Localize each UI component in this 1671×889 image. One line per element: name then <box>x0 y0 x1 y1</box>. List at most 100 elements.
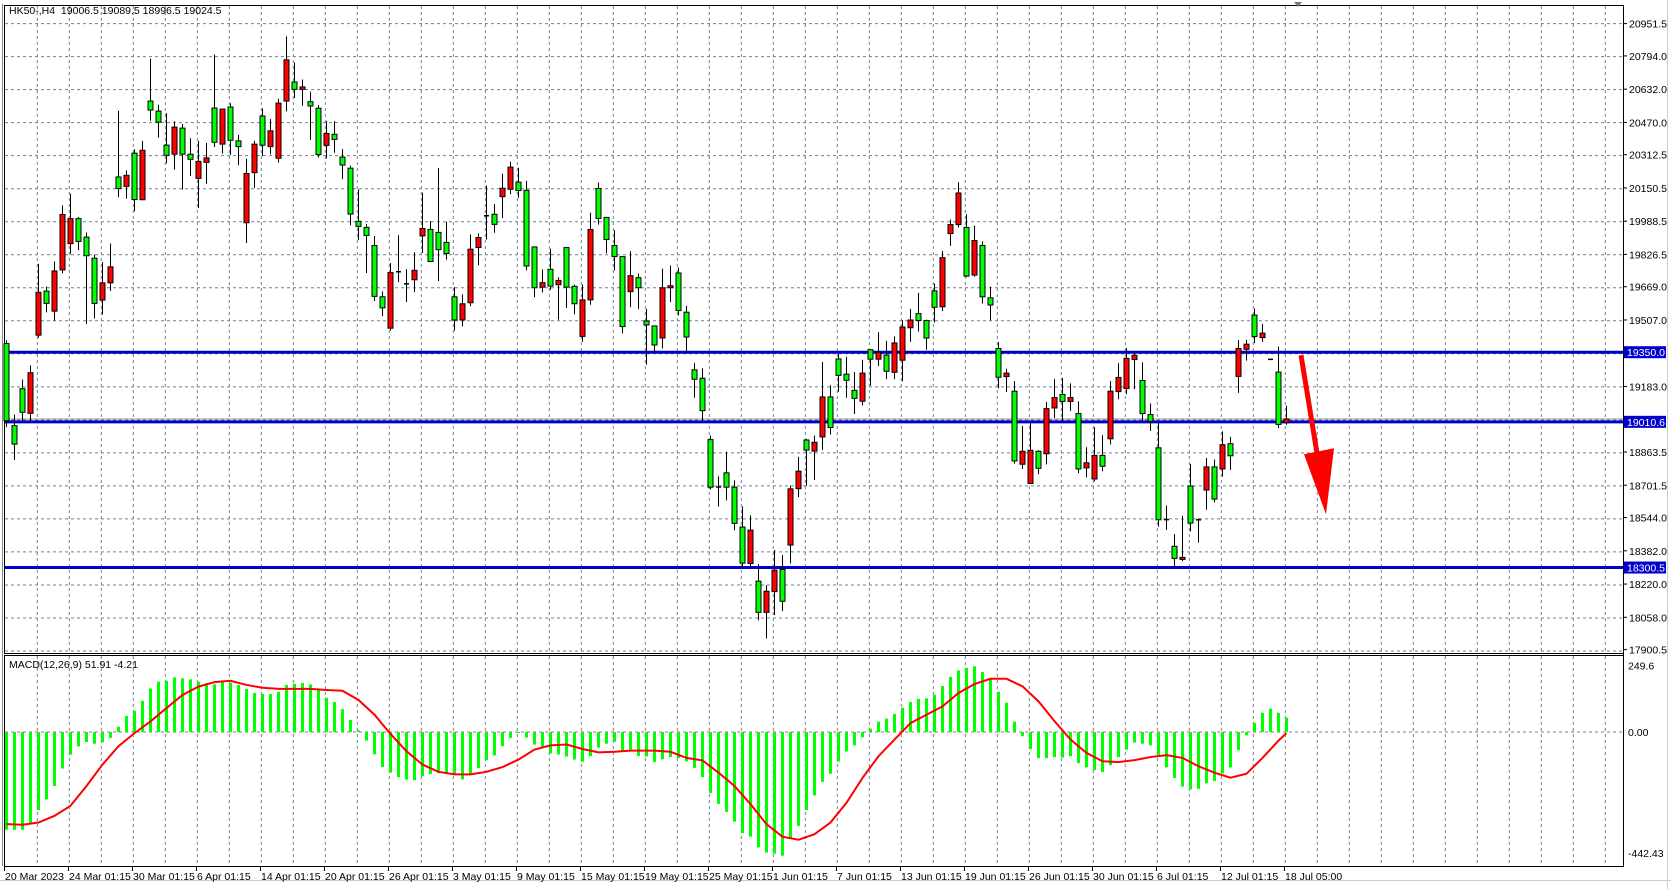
macd-histogram-bar <box>541 732 544 748</box>
candle-body <box>731 486 738 524</box>
candle-body <box>315 107 322 156</box>
level-price-label: 19350.0 <box>1627 347 1665 359</box>
candle-body <box>267 130 274 148</box>
macd-histogram-bar <box>861 732 864 738</box>
macd-histogram-bar <box>741 732 744 834</box>
candle-body <box>179 127 186 155</box>
macd-histogram-bar <box>557 732 560 755</box>
macd-histogram-bar <box>1109 732 1112 766</box>
macd-histogram-bar <box>893 713 896 732</box>
macd-histogram-bar <box>365 732 368 741</box>
candle-body <box>1139 380 1146 415</box>
macd-histogram-bar <box>1005 702 1008 732</box>
candle-body <box>627 275 634 293</box>
candle-body <box>355 220 362 227</box>
macd-histogram-bar <box>933 694 936 732</box>
macd-histogram-bar <box>77 732 80 747</box>
level-price-tag <box>1624 346 1666 359</box>
macd-histogram-bar <box>957 670 960 732</box>
macd-histogram-bar <box>757 732 760 848</box>
macd-histogram-bar <box>149 688 152 732</box>
macd-histogram-bar <box>5 732 8 830</box>
time-tick-label: 26 Apr 01:15 <box>389 871 449 883</box>
candle-body <box>619 256 626 328</box>
macd-histogram-bar <box>13 732 16 830</box>
macd-histogram-bar <box>533 732 536 745</box>
macd-histogram-bar <box>349 720 352 732</box>
candle-body <box>531 246 538 289</box>
macd-histogram-bar <box>629 732 632 750</box>
macd-histogram-bar <box>885 718 888 732</box>
candle-body <box>995 348 1002 378</box>
macd-histogram-bar <box>117 726 120 732</box>
macd-histogram-bar <box>525 732 528 738</box>
macd-histogram-bar <box>261 693 264 732</box>
arrow-head-icon[interactable] <box>1304 448 1334 515</box>
macd-histogram-bar <box>269 694 272 732</box>
macd-histogram-bar <box>1021 732 1024 737</box>
candle-body <box>667 285 674 289</box>
candle-body <box>251 143 258 174</box>
arrow-shaft[interactable] <box>1298 354 1321 460</box>
macd-histogram-bar <box>1101 732 1104 773</box>
macd-histogram-bar <box>109 732 112 738</box>
macd-histogram-bar <box>277 691 280 732</box>
candle-body <box>11 425 18 445</box>
macd-histogram-bar <box>1085 732 1088 768</box>
macd-histogram-bar <box>389 732 392 773</box>
horizontal-levels[interactable] <box>5 350 1623 570</box>
candle-body <box>603 216 610 241</box>
macd-histogram-bar <box>853 732 856 746</box>
candle-body <box>363 226 370 236</box>
candle-body <box>979 245 986 298</box>
scroll-marker-icon[interactable] <box>1294 2 1302 7</box>
down-arrow-annotation[interactable] <box>1298 354 1334 515</box>
macd-histogram-bar <box>181 678 184 732</box>
candle-body <box>947 224 954 235</box>
time-tick-label: 18 Jul 05:00 <box>1285 871 1342 883</box>
candle-body <box>555 279 562 286</box>
macd-histogram-bar <box>717 732 720 804</box>
macd-histogram-bar <box>1277 712 1280 732</box>
candle-body <box>1219 444 1226 470</box>
macd-histogram-bar <box>941 686 944 732</box>
macd-histogram-bar <box>637 732 640 756</box>
macd-histogram-bar <box>781 732 784 856</box>
macd-histogram-bar <box>1125 732 1128 750</box>
time-tick-label: 6 Jul 01:15 <box>1157 871 1209 883</box>
candle-body <box>867 349 874 360</box>
macd-histogram-bar <box>1045 732 1048 759</box>
macd-histogram-bar <box>125 716 128 732</box>
macd-histogram-bar <box>645 732 648 757</box>
candle-body <box>563 247 570 288</box>
price-tick-label: 20150.5 <box>1629 183 1667 195</box>
macd-histogram-bar <box>381 732 384 768</box>
macd-axis-label-bottom: -442.43 <box>1628 848 1664 860</box>
macd-histogram-bar <box>197 681 200 732</box>
macd-histogram-bar <box>85 732 88 743</box>
candle-body <box>771 569 778 593</box>
candle-body <box>611 245 618 258</box>
candle-body <box>1115 376 1122 393</box>
macd-histogram-bar <box>829 732 832 774</box>
macd-histogram-bar <box>421 732 424 777</box>
candle-body <box>243 172 250 224</box>
macd-histogram-bar <box>453 732 456 774</box>
time-tick-label: 15 May 01:15 <box>581 871 645 883</box>
candle-body <box>587 228 594 301</box>
macd-histogram-bar <box>821 732 824 782</box>
macd-histogram-bar <box>869 728 872 732</box>
price-tick-label: 18544.0 <box>1629 513 1667 525</box>
macd-histogram-bar <box>293 683 296 732</box>
candle-body <box>963 226 970 277</box>
candle-body <box>795 470 802 490</box>
candle-body <box>1067 397 1074 402</box>
macd-histogram-bar <box>93 732 96 744</box>
macd-histogram-bar <box>1053 732 1056 758</box>
candle-body <box>1027 449 1034 485</box>
macd-histogram-bar <box>997 691 1000 732</box>
price-tick-label: 20951.5 <box>1629 19 1667 31</box>
candle-body <box>67 218 74 245</box>
macd-histogram-bar <box>1205 732 1208 784</box>
